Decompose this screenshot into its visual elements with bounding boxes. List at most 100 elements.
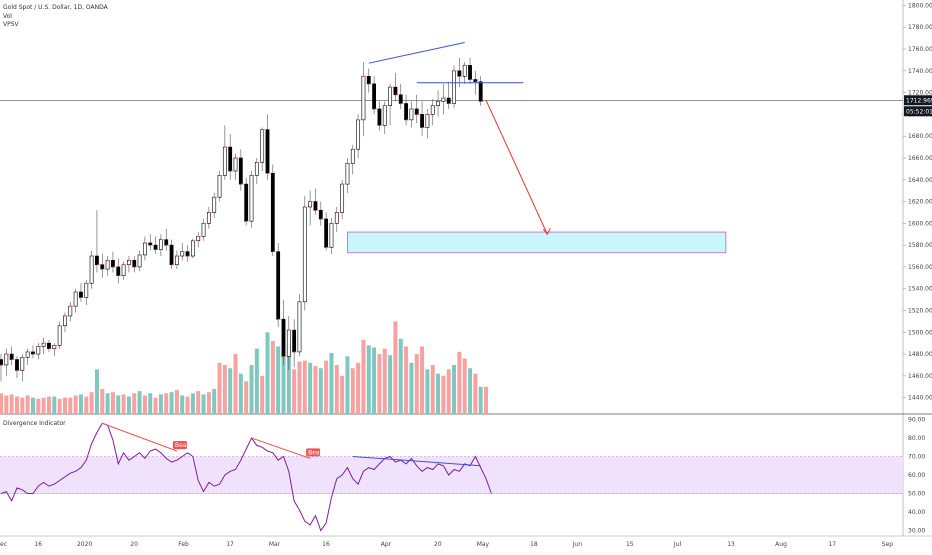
candle-body — [52, 345, 57, 349]
volume-bar — [377, 354, 382, 414]
volume-bar — [52, 396, 57, 414]
price-tick-label: 1660.00 — [908, 155, 932, 162]
volume-bar — [265, 332, 270, 414]
volume-bar — [89, 392, 94, 414]
volume-bar — [430, 364, 435, 414]
time-tick-label: 13 — [727, 541, 735, 548]
candle-body — [164, 239, 169, 246]
volume-bar — [126, 396, 131, 414]
candle-body — [265, 129, 270, 174]
volume-bar — [46, 396, 51, 414]
vpsv-legend[interactable]: VPSV — [3, 21, 19, 28]
indicator-band — [0, 456, 903, 494]
candle-body — [420, 114, 424, 128]
time-tick-label: 17 — [828, 541, 836, 548]
candle-body — [478, 81, 483, 102]
candle-body — [169, 244, 174, 266]
candle-body — [95, 255, 99, 266]
candle-body — [414, 108, 419, 115]
volume-bar — [68, 397, 73, 414]
volume-bar — [372, 347, 377, 414]
volume-bar — [238, 373, 243, 414]
projection-arrow[interactable] — [485, 100, 548, 235]
candle-body — [457, 70, 462, 77]
volume-bar — [57, 398, 62, 414]
candle-body — [143, 242, 147, 256]
divergence-line[interactable] — [251, 437, 311, 459]
volume-bar — [84, 396, 89, 414]
time-tick-label: 16 — [34, 541, 42, 548]
candle-body — [372, 83, 377, 110]
candle-body — [0, 359, 3, 366]
volume-bar — [73, 395, 78, 414]
price-tick-label: 1760.00 — [908, 46, 932, 53]
candle-body — [270, 172, 275, 252]
volume-bar — [334, 364, 339, 414]
volume-bar — [212, 388, 217, 414]
indicator-tick-label: 70.00 — [908, 454, 925, 461]
candle-body — [15, 359, 19, 371]
candle-body — [190, 240, 195, 257]
volume-bar — [404, 346, 409, 414]
candle-body — [238, 157, 243, 185]
volume-bar — [158, 394, 163, 414]
time-tick-label: May — [477, 541, 490, 548]
time-tick-label: Jun — [572, 541, 583, 548]
volume-legend[interactable]: Vol — [3, 13, 12, 20]
countdown-label: 05:52:01 — [906, 108, 932, 115]
bear-label-box[interactable] — [172, 440, 187, 449]
price-tick-label: 1620.00 — [908, 199, 932, 206]
volume-bar — [425, 369, 430, 414]
candle-body — [377, 108, 382, 126]
volume-bar — [484, 386, 489, 414]
volume-bar — [30, 397, 35, 414]
volume-bar — [441, 375, 446, 414]
volume-bar — [121, 394, 126, 414]
candle-body — [116, 266, 121, 276]
volume-bar — [4, 395, 9, 414]
price-tick-label: 1720.00 — [908, 90, 932, 97]
time-tick-label: 16 — [322, 541, 330, 548]
price-tick-label: 1520.00 — [908, 308, 932, 315]
indicator-legend[interactable]: Divergence Indicator — [3, 420, 66, 427]
candle-body — [63, 315, 67, 327]
volume-bar — [249, 364, 254, 414]
volume-bar — [398, 338, 403, 414]
bear-label-box[interactable] — [306, 448, 321, 457]
target-zone-box[interactable] — [347, 231, 727, 254]
price-tick-label: 1560.00 — [908, 264, 932, 271]
candle-body — [260, 129, 265, 163]
candle-body — [425, 114, 430, 128]
bear-label: Bear — [308, 449, 322, 456]
candle-body — [79, 291, 83, 298]
candle-body — [249, 175, 254, 222]
candle-body — [127, 260, 131, 266]
candle-body — [73, 291, 78, 307]
candle-body — [185, 251, 190, 257]
candle-body — [430, 105, 435, 115]
candle-body — [286, 329, 291, 357]
candle-body — [361, 75, 366, 121]
volume-bar — [14, 396, 19, 414]
candle-body — [217, 175, 222, 198]
time-tick-label: 15 — [626, 541, 634, 548]
time-tick-label: Feb — [178, 541, 189, 548]
candle-body — [452, 70, 456, 104]
candle-body — [180, 251, 185, 257]
volume-bar — [308, 362, 313, 414]
candle-body — [302, 206, 307, 303]
volume-bar — [329, 352, 334, 414]
current-price-label: 1712.969 — [906, 97, 932, 104]
volume-bar — [462, 358, 467, 414]
upper-trend-line[interactable] — [368, 42, 465, 64]
candle-body — [441, 97, 446, 102]
divergence-line[interactable] — [102, 422, 178, 452]
indicator-tick-label: 60.00 — [908, 472, 925, 479]
divergence-line[interactable] — [352, 456, 481, 467]
candle-body — [20, 357, 25, 371]
candle-body — [468, 65, 472, 80]
symbol-legend[interactable]: Gold Spot / U.S. Dollar, 1D, OANDA — [3, 4, 108, 11]
indicator-tick-label: 30.00 — [908, 527, 925, 534]
candle-body — [228, 146, 233, 172]
